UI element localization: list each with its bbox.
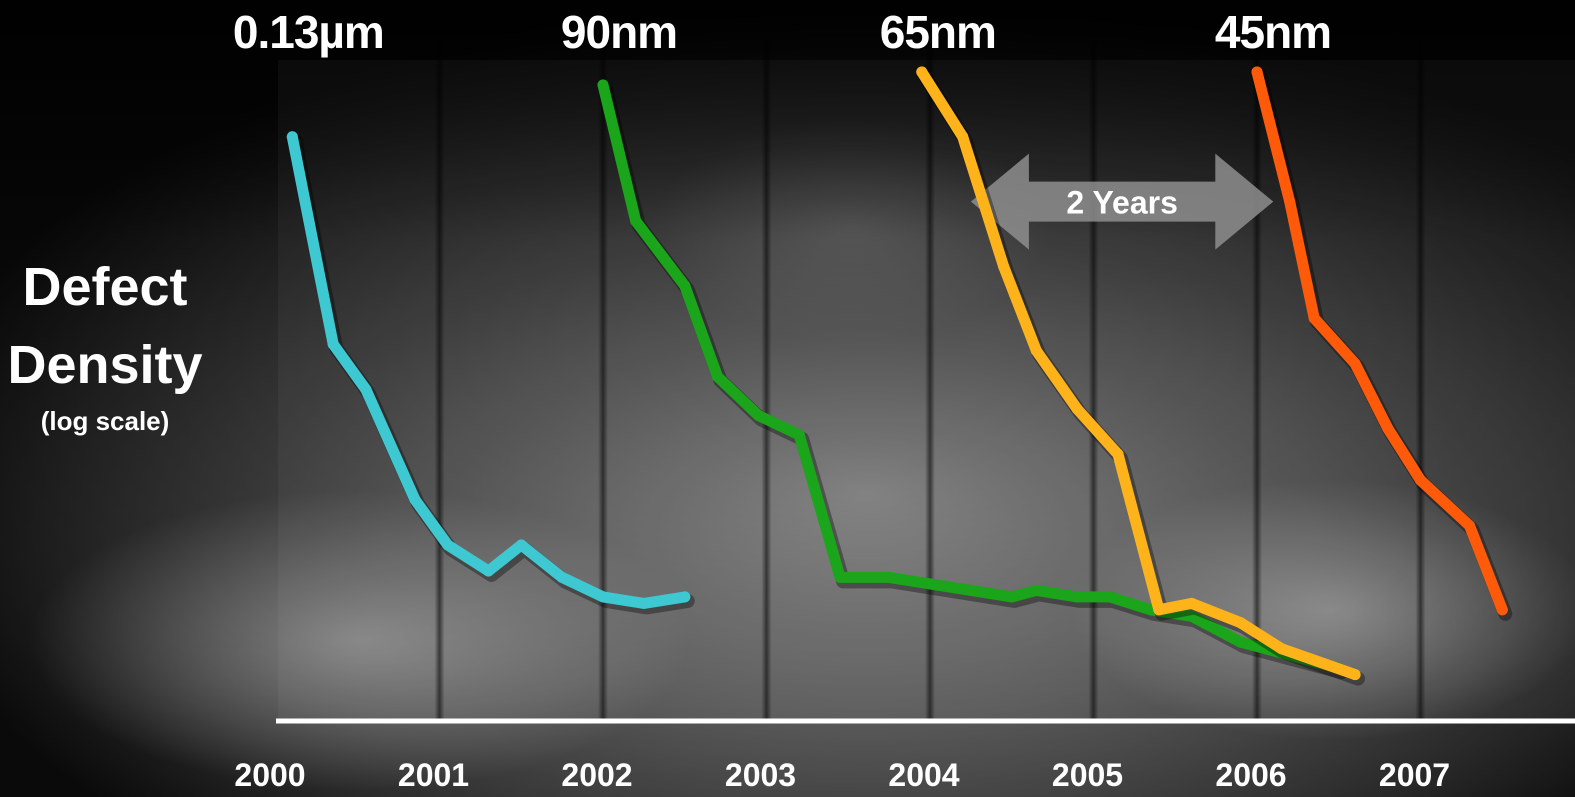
- data-point-90nm-5: [793, 429, 805, 441]
- data-point-65nm-8: [1235, 617, 1247, 629]
- annotation-text: 2 Years: [1066, 185, 1178, 221]
- data-point-90nm-2: [679, 280, 691, 292]
- data-point-65nm-3: [1030, 345, 1042, 357]
- x-tick-label-2005: 2005: [1052, 757, 1123, 793]
- data-point-45nm-0: [1251, 66, 1263, 78]
- x-tick-label-2004: 2004: [888, 757, 959, 793]
- data-point-0-13-m-10: [679, 591, 691, 603]
- annotations: 2 Years: [970, 153, 1274, 250]
- x-tick-label-2002: 2002: [561, 757, 632, 793]
- data-point-90nm-15: [1186, 610, 1198, 622]
- gridline-2003: [761, 40, 772, 720]
- data-point-65nm-6: [1153, 604, 1165, 616]
- data-point-45nm-4: [1382, 422, 1394, 434]
- data-point-65nm-9: [1276, 643, 1287, 655]
- data-point-90nm-13: [1104, 591, 1116, 603]
- data-point-0-13-m-9: [638, 597, 650, 609]
- data-point-90nm-12: [1071, 591, 1083, 603]
- data-point-0-13-m-8: [597, 591, 609, 603]
- gridline-2005: [1088, 40, 1099, 720]
- data-point-0-13-m-5: [483, 565, 494, 577]
- data-point-45nm-7: [1496, 604, 1508, 616]
- data-point-90nm-9: [965, 584, 977, 596]
- data-point-45nm-2: [1308, 312, 1320, 324]
- y-axis-label-line-2: Density: [7, 335, 202, 395]
- gridline-2001: [434, 40, 445, 720]
- x-tick-labels: 2000 2001 2002 2003 2004 2005 2006 2007: [234, 757, 1450, 793]
- data-point-45nm-6: [1464, 520, 1475, 532]
- gridline-2004: [925, 40, 935, 720]
- data-point-90nm-3: [712, 371, 723, 383]
- gridline-2007: [1415, 40, 1426, 720]
- data-point-0-13-m-6: [515, 539, 527, 551]
- x-tick-label-2003: 2003: [725, 757, 796, 793]
- series-title-65nm: 65nm: [880, 6, 996, 58]
- data-point-65nm-5: [1112, 448, 1124, 460]
- y-axis-scale-note: (log scale): [41, 406, 170, 436]
- data-point-90nm-8: [924, 578, 936, 590]
- data-point-65nm-7: [1186, 597, 1198, 609]
- y-axis-label: Defect Density (log scale): [7, 257, 202, 436]
- gridline-2002: [598, 40, 608, 720]
- data-point-90nm-6: [834, 571, 846, 583]
- annotation-arrow: [970, 153, 1274, 250]
- data-point-65nm-4: [1071, 403, 1083, 415]
- data-point-90nm-7: [883, 571, 895, 583]
- data-point-0-13-m-1: [327, 338, 339, 350]
- data-point-90nm-4: [752, 409, 764, 421]
- data-point-0-13-m-7: [556, 571, 568, 583]
- data-point-45nm-1: [1284, 196, 1296, 208]
- data-point-90nm-16: [1235, 636, 1247, 648]
- series-title-90nm: 90nm: [561, 6, 677, 58]
- data-point-65nm-1: [957, 131, 969, 143]
- data-point-0-13-m-3: [409, 494, 421, 506]
- x-tick-label-2000: 2000: [234, 757, 305, 793]
- data-point-65nm-2: [998, 260, 1010, 272]
- data-point-90nm-10: [1006, 591, 1018, 603]
- gridline-2006: [1252, 40, 1262, 720]
- y-axis-label-line-1: Defect: [22, 257, 187, 317]
- x-tick-label-2007: 2007: [1379, 757, 1450, 793]
- data-point-90nm-1: [630, 215, 642, 227]
- data-point-65nm-10: [1349, 669, 1361, 681]
- x-tick-label-2001: 2001: [398, 757, 469, 793]
- series-titles: 0.13µm 90nm 65nm 45nm: [233, 6, 1332, 58]
- series-line-45nm: [1251, 66, 1508, 616]
- data-point-0-13-m-0: [286, 131, 298, 143]
- data-point-45nm-3: [1349, 358, 1361, 370]
- data-point-90nm-11: [1030, 584, 1042, 596]
- data-point-45nm-5: [1415, 474, 1426, 486]
- series-title-0-13-m: 0.13µm: [233, 6, 384, 58]
- x-tick-label-2006: 2006: [1215, 757, 1286, 793]
- vertical-gridlines: [434, 40, 1426, 720]
- data-point-0-13-m-4: [442, 539, 454, 551]
- data-point-90nm-0: [597, 79, 609, 91]
- data-point-0-13-m-2: [360, 384, 372, 395]
- series-title-45nm: 45nm: [1215, 6, 1331, 58]
- data-point-65nm-0: [916, 66, 928, 78]
- series-lines: [286, 66, 1513, 686]
